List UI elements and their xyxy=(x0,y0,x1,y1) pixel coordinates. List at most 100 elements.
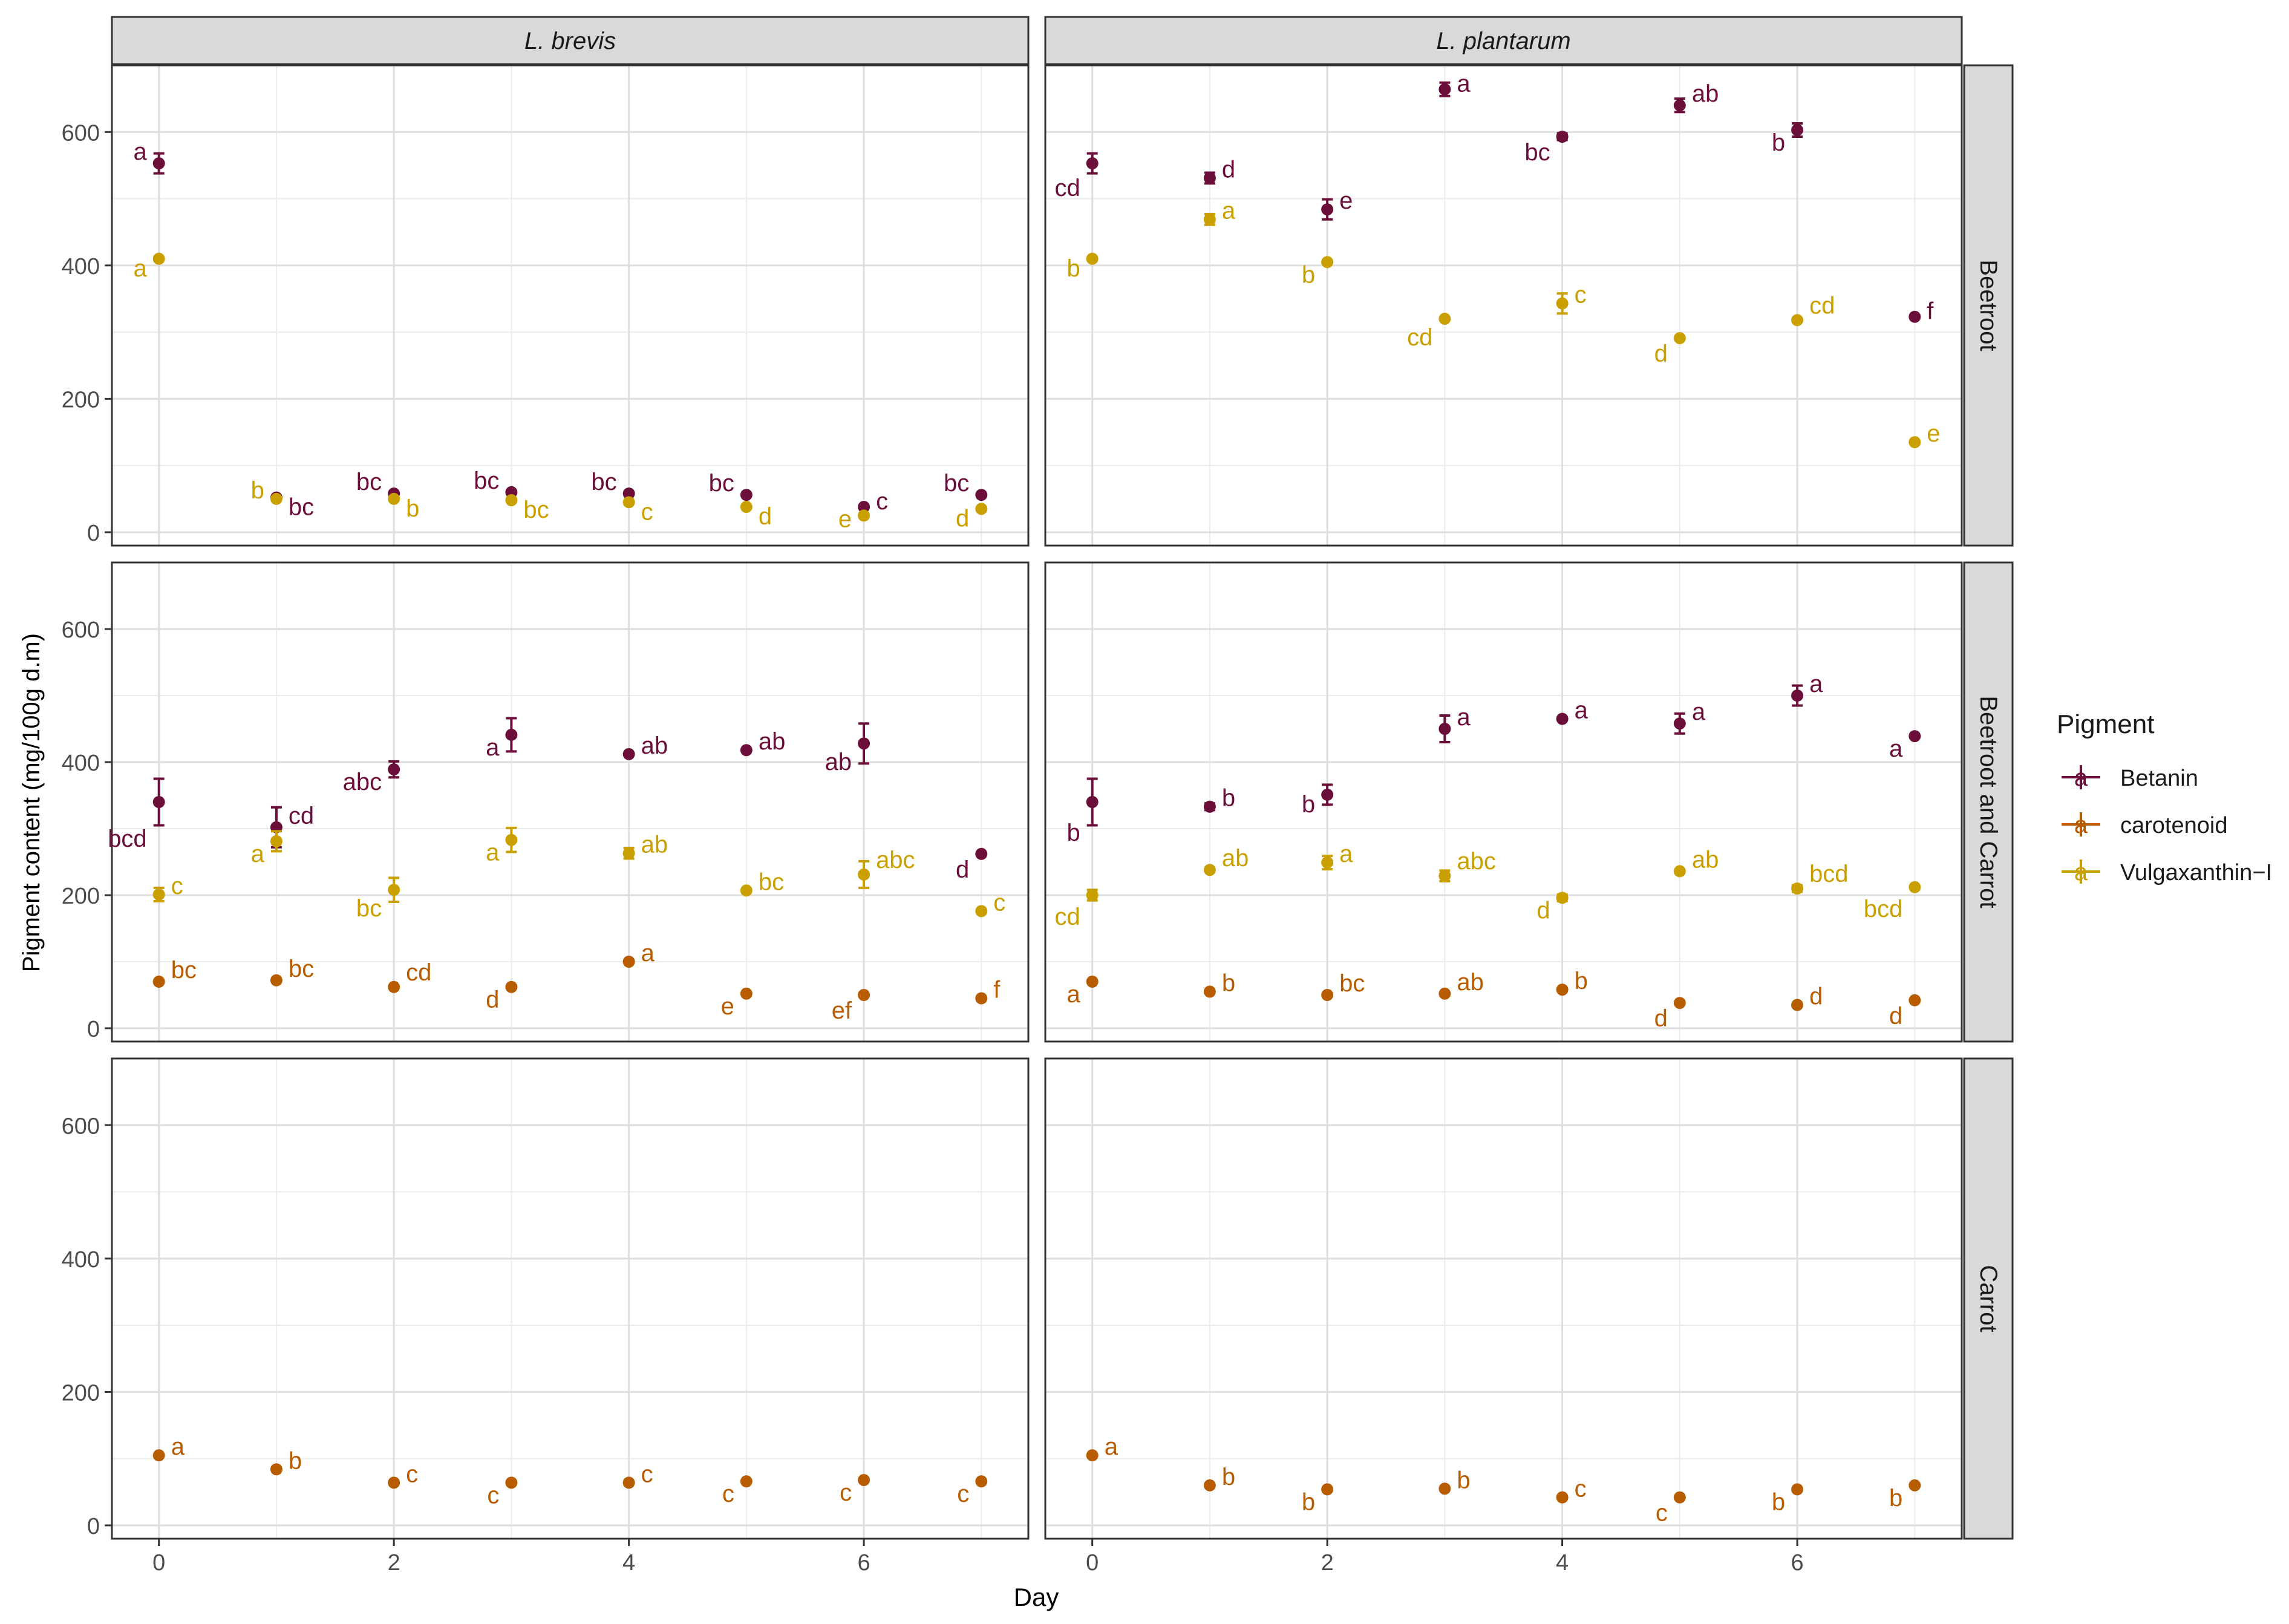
data-point xyxy=(1086,796,1099,808)
data-point xyxy=(622,496,635,509)
row-strip xyxy=(1963,64,2014,547)
data-point xyxy=(975,489,988,501)
significance-label: b xyxy=(406,495,419,522)
data-point xyxy=(1673,332,1686,345)
significance-label: c xyxy=(406,1461,418,1487)
significance-label: a xyxy=(133,255,147,282)
data-point xyxy=(1203,985,1216,998)
data-point xyxy=(1909,310,1921,323)
data-point xyxy=(1909,730,1921,743)
column-strip xyxy=(111,16,1030,65)
significance-label: b xyxy=(1575,968,1588,994)
data-point xyxy=(1438,313,1451,325)
significance-label: bc xyxy=(356,469,382,495)
y-tick-label: 600 xyxy=(62,120,100,146)
data-point xyxy=(1203,800,1216,813)
row-strip-label: Beetroot and Carrot xyxy=(1975,696,2002,908)
data-point xyxy=(1438,1482,1451,1495)
significance-label: cd xyxy=(1809,292,1835,319)
significance-label: abc xyxy=(343,769,382,795)
y-tick-label: 200 xyxy=(62,884,100,909)
significance-label: a xyxy=(1457,71,1471,97)
significance-label: b xyxy=(1302,261,1315,288)
y-tick-label: 600 xyxy=(62,618,100,643)
data-point xyxy=(1321,788,1334,801)
significance-label: a xyxy=(486,734,500,761)
significance-label: e xyxy=(1339,188,1353,214)
significance-label: f xyxy=(1927,298,1934,325)
panel-border xyxy=(1044,561,1963,1043)
significance-label: cd xyxy=(406,959,431,986)
significance-label: ab xyxy=(825,749,852,775)
legend-key-glyph: a xyxy=(2074,859,2088,885)
data-point xyxy=(975,847,988,860)
data-point xyxy=(740,884,753,897)
panel-background xyxy=(112,1058,1028,1539)
x-axis-title: Day xyxy=(1014,1583,1059,1611)
x-tick-label: 2 xyxy=(388,1550,400,1576)
significance-label: ef xyxy=(832,997,852,1024)
y-tick-label: 0 xyxy=(87,1514,100,1539)
panel xyxy=(111,561,1030,1043)
data-point xyxy=(1791,882,1804,895)
significance-label: a xyxy=(1339,841,1353,867)
data-point xyxy=(152,157,165,170)
significance-label: b xyxy=(1066,255,1080,282)
data-point xyxy=(1673,865,1686,878)
panel-border xyxy=(111,561,1030,1043)
significance-label: ab xyxy=(1457,969,1484,996)
significance-label: b xyxy=(1302,791,1315,818)
data-point xyxy=(1556,892,1569,904)
data-point xyxy=(1203,864,1216,876)
significance-label: a xyxy=(641,940,655,967)
data-point xyxy=(1086,976,1099,988)
significance-label: b xyxy=(1772,129,1785,156)
significance-label: a xyxy=(251,841,265,867)
significance-label: a xyxy=(1222,198,1236,224)
significance-label: ab xyxy=(1692,846,1719,873)
row-strip-label: Beetroot xyxy=(1975,259,2002,351)
panel-background xyxy=(1045,563,1962,1042)
y-tick-label: 200 xyxy=(62,387,100,413)
data-point xyxy=(975,905,988,918)
significance-label: abc xyxy=(876,847,915,873)
data-point xyxy=(505,1476,518,1489)
data-point xyxy=(975,1475,988,1488)
significance-label: c xyxy=(876,488,888,515)
significance-label: bc xyxy=(591,469,616,495)
data-point xyxy=(1438,723,1451,735)
y-tick-label: 400 xyxy=(62,254,100,279)
panel-background xyxy=(1045,1058,1962,1539)
legend-label: Vulgaxanthin−I xyxy=(2120,860,2272,885)
significance-label: b xyxy=(1222,785,1235,812)
legend-label: carotenoid xyxy=(2120,813,2227,838)
data-point xyxy=(740,501,753,514)
significance-label: c xyxy=(957,1481,969,1507)
significance-label: c xyxy=(840,1479,852,1506)
legend-item: a carotenoid xyxy=(2062,812,2227,838)
data-point xyxy=(1086,157,1099,170)
legend-key-glyph: a xyxy=(2074,765,2088,791)
data-point xyxy=(388,763,400,776)
significance-label: bc xyxy=(1339,970,1365,997)
significance-label: b xyxy=(1772,1489,1785,1515)
y-tick-label: 0 xyxy=(87,1017,100,1042)
significance-label: a xyxy=(171,1433,185,1460)
row-strip-label: Carrot xyxy=(1975,1265,2002,1332)
significance-label: cd xyxy=(289,803,314,829)
panel-border xyxy=(111,64,1030,547)
data-point xyxy=(622,956,635,968)
x-tick-label: 0 xyxy=(1086,1550,1099,1576)
significance-label: bcd xyxy=(1864,896,1903,922)
data-point xyxy=(270,1463,282,1476)
series-carotenoid: a b b b c c b b xyxy=(1086,1433,1921,1527)
data-point xyxy=(388,1476,400,1489)
data-point xyxy=(388,980,400,993)
y-tick-label: 0 xyxy=(87,521,100,546)
significance-label: d xyxy=(1809,983,1823,1010)
y-tick-label: 400 xyxy=(62,1247,100,1273)
significance-label: c xyxy=(641,1461,653,1487)
legend-item: a Betanin xyxy=(2062,765,2198,791)
